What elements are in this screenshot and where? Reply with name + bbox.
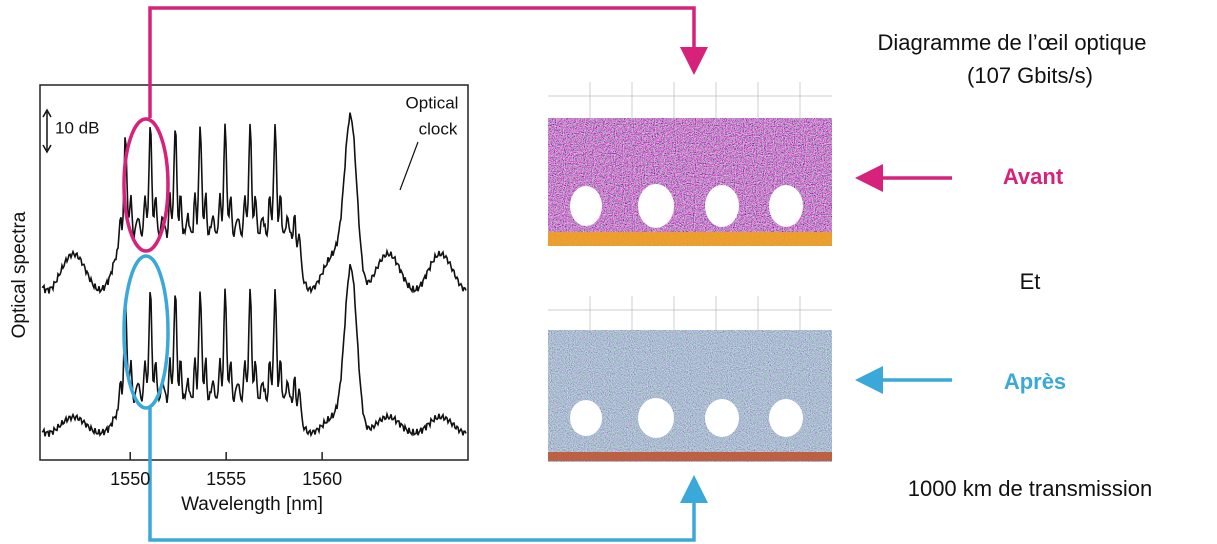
- scale-label: 10 dB: [55, 118, 99, 137]
- note: 1000 km de transmission: [908, 476, 1153, 501]
- subtitle: (107 Gbits/s): [967, 63, 1093, 88]
- connector-after: [148, 408, 708, 542]
- x-tick-label: 1550: [110, 469, 150, 489]
- annotation: clock: [419, 119, 458, 138]
- spectrum-traces: [41, 112, 467, 438]
- connector-before: [148, 6, 708, 118]
- eye-before: [548, 82, 832, 250]
- annotation: Optical: [406, 93, 459, 112]
- highlight-before: [122, 117, 170, 253]
- scale-bar-heads: [42, 108, 52, 154]
- label-before: Avant: [1003, 164, 1064, 189]
- x-axis-label: Wavelength [nm]: [181, 494, 323, 515]
- x-tick-label: 1555: [206, 469, 246, 489]
- title: Diagramme de l’œil optique: [878, 30, 1147, 55]
- spectrum-trace: [41, 112, 467, 295]
- eye-after: [548, 296, 832, 466]
- label-after: Après: [1004, 369, 1066, 394]
- x-tick-label: 1560: [302, 469, 342, 489]
- annotation-pointer: [399, 141, 419, 191]
- highlight-after: [122, 254, 170, 410]
- plot-frame: [39, 84, 469, 461]
- label-connector: Et: [1020, 269, 1041, 294]
- spectrum-trace: [41, 263, 467, 438]
- y-axis-label: Optical spectra: [9, 211, 30, 338]
